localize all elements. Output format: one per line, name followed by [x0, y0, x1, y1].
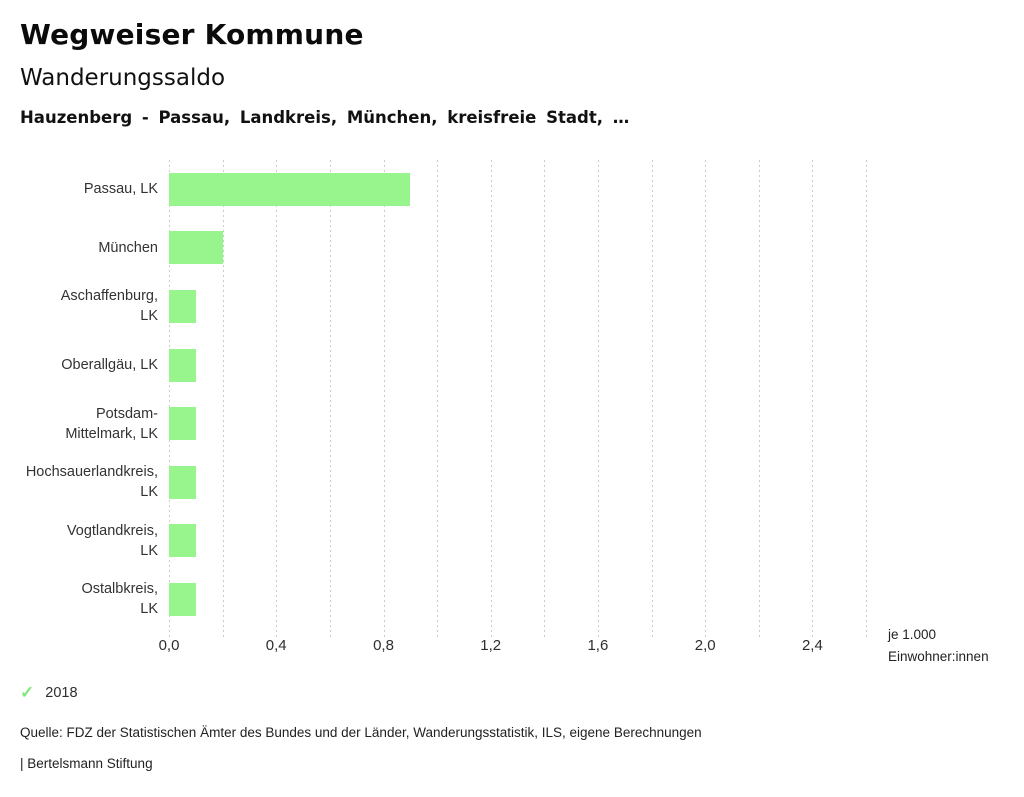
gridline — [169, 160, 170, 637]
bar-row: Vogtlandkreis, LK — [20, 512, 866, 571]
legend-label: 2018 — [45, 684, 78, 701]
bar-track — [169, 465, 866, 499]
bar-track — [169, 524, 866, 558]
bar-row: Passau, LK — [20, 160, 866, 219]
bar-row: Oberallgäu, LK — [20, 336, 866, 395]
gridline — [597, 160, 599, 637]
gridline — [651, 160, 653, 637]
gridline — [812, 160, 814, 637]
bar-row: Aschaffenburg, LK — [20, 277, 866, 336]
x-tick-label: 2,4 — [801, 637, 823, 654]
gridline — [437, 160, 439, 637]
gridline — [276, 160, 278, 637]
x-tick-label: 0,0 — [158, 637, 180, 654]
bar-track — [169, 231, 866, 265]
bar[interactable] — [169, 172, 411, 206]
gridline — [490, 160, 492, 637]
gridline — [544, 160, 546, 637]
legend-item-2018[interactable]: ✓ 2018 — [20, 684, 78, 701]
bar-row: Hochsauerlandkreis, LK — [20, 453, 866, 512]
bar[interactable] — [169, 407, 196, 441]
x-axis-unit-label: je 1.000 Einwohner:innen — [888, 627, 989, 664]
bar-row: München — [20, 219, 866, 278]
x-tick-label: 0,8 — [373, 637, 394, 654]
chart-subtitle: Hauzenberg - Passau, Landkreis, München,… — [20, 108, 630, 127]
gridline — [758, 160, 760, 637]
category-label: Aschaffenburg, LK — [60, 288, 158, 325]
bar[interactable] — [169, 582, 196, 616]
bar-row: Ostalbkreis, LK — [20, 570, 866, 629]
gridlines — [169, 160, 867, 637]
x-tick-label: 2,0 — [694, 637, 716, 654]
source-text: Quelle: FDZ der Statistischen Ämter des … — [20, 725, 702, 740]
attribution-text: | Bertelsmann Stiftung — [20, 756, 153, 771]
category-label: Oberallgäu, LK — [61, 357, 158, 374]
bar[interactable] — [169, 348, 196, 382]
bar-track — [169, 289, 866, 323]
x-tick-label: 1,2 — [480, 637, 502, 654]
gridline — [705, 160, 707, 637]
bar-row: Potsdam- Mittelmark, LK — [20, 394, 866, 453]
bar[interactable] — [169, 231, 223, 265]
x-tick-label: 0,4 — [265, 637, 287, 654]
gridline — [866, 160, 867, 637]
category-label: Vogtlandkreis, LK — [66, 522, 158, 559]
checkmark-icon: ✓ — [20, 683, 35, 702]
x-tick-label: 1,6 — [587, 637, 609, 654]
category-label: Ostalbkreis, LK — [81, 581, 158, 618]
gridline — [329, 160, 331, 637]
gridline — [222, 160, 224, 637]
x-axis: 0,0 0,4 0,8 1,2 1,6 2,0 2,4 — [20, 637, 1000, 657]
bar[interactable] — [169, 524, 196, 558]
bar-rows: Passau, LK München Aschaffenburg, LK Oberal… — [20, 160, 866, 629]
bar[interactable] — [169, 465, 196, 499]
bar-track — [169, 407, 866, 441]
bar[interactable] — [169, 289, 196, 323]
bar-track — [169, 172, 866, 206]
app-title: Wegweiser Kommune — [20, 18, 364, 51]
bar-track — [169, 582, 866, 616]
gridline — [383, 160, 385, 637]
category-label: Potsdam- Mittelmark, LK — [65, 405, 158, 442]
header: Wegweiser Kommune Wanderungssaldo Hauzen… — [20, 18, 629, 128]
category-label: Hochsauerlandkreis, LK — [25, 464, 158, 501]
bar-track — [169, 348, 866, 382]
category-label: Passau, LK — [83, 181, 158, 198]
bar-chart: Passau, LK München Aschaffenburg, LK Oberal… — [20, 160, 1000, 700]
category-label: München — [98, 239, 158, 256]
chart-title: Wanderungssaldo — [20, 65, 226, 91]
